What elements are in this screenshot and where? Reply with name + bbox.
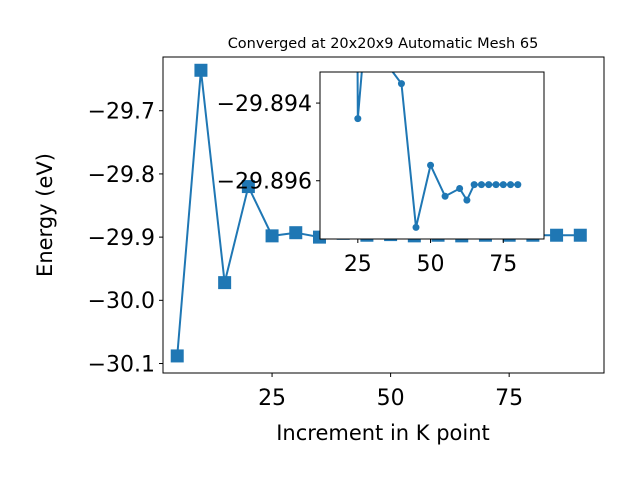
main-data-point bbox=[170, 349, 184, 363]
inset-x-tick-label: 25 bbox=[344, 252, 372, 277]
main-y-tick-label: −29.8 bbox=[88, 163, 155, 188]
main-y-ticks: −30.1 −30.0 −29.9 −29.8 −29.7 bbox=[88, 100, 163, 377]
inset-data-point bbox=[463, 196, 471, 204]
chart-title: Converged at 20x20x9 Automatic Mesh 65 bbox=[228, 36, 539, 52]
inset-y-ticks: −29.896 −29.894 bbox=[217, 92, 320, 195]
inset-x-tick-label: 50 bbox=[417, 252, 445, 277]
main-axes-frame bbox=[162, 56, 605, 374]
inset-data-point bbox=[441, 192, 449, 200]
main-data-point bbox=[573, 228, 587, 242]
inset-x-ticks: 25 50 75 bbox=[344, 239, 517, 277]
inset-y-tick-label: −29.896 bbox=[217, 170, 312, 195]
main-y-tick-label: −30.1 bbox=[88, 352, 155, 377]
inset-data-point bbox=[397, 80, 405, 88]
main-data-point bbox=[289, 226, 303, 240]
main-data-point bbox=[550, 228, 564, 242]
inset-data-point bbox=[477, 181, 485, 189]
inset-data-point bbox=[492, 181, 500, 189]
main-y-tick-label: −29.7 bbox=[88, 100, 155, 125]
main-x-ticks: 25 50 75 bbox=[258, 373, 523, 411]
main-data-point bbox=[194, 63, 208, 77]
inset-data-point bbox=[470, 181, 478, 189]
inset-data-point bbox=[507, 181, 515, 189]
inset-data-point bbox=[412, 223, 420, 231]
inset-axes-frame bbox=[319, 71, 545, 240]
inset-plot-area bbox=[354, 72, 522, 231]
inset-data-point bbox=[354, 115, 362, 123]
main-x-tick-label: 50 bbox=[377, 386, 405, 411]
main-y-tick-label: −29.9 bbox=[88, 226, 155, 251]
inset-background bbox=[320, 72, 544, 239]
main-x-tick-label: 25 bbox=[258, 386, 286, 411]
main-data-point bbox=[265, 229, 279, 243]
y-axis-label: Energy (eV) bbox=[33, 153, 57, 277]
main-data-point bbox=[218, 276, 232, 290]
inset-x-tick-label: 75 bbox=[489, 252, 517, 277]
main-x-tick-label: 75 bbox=[495, 386, 523, 411]
inset-data-point bbox=[514, 181, 522, 189]
inset-axes: 25 50 75 −29.896 −29.894 bbox=[217, 71, 545, 277]
main-y-tick-label: −30.0 bbox=[88, 289, 155, 314]
inset-data-point bbox=[456, 185, 464, 193]
inset-data-point bbox=[427, 161, 435, 169]
inset-data-point bbox=[499, 181, 507, 189]
inset-data-point bbox=[485, 181, 493, 189]
inset-y-tick-label: −29.894 bbox=[217, 92, 312, 117]
x-axis-label: Increment in K point bbox=[276, 421, 490, 445]
main-data-point bbox=[241, 180, 255, 194]
